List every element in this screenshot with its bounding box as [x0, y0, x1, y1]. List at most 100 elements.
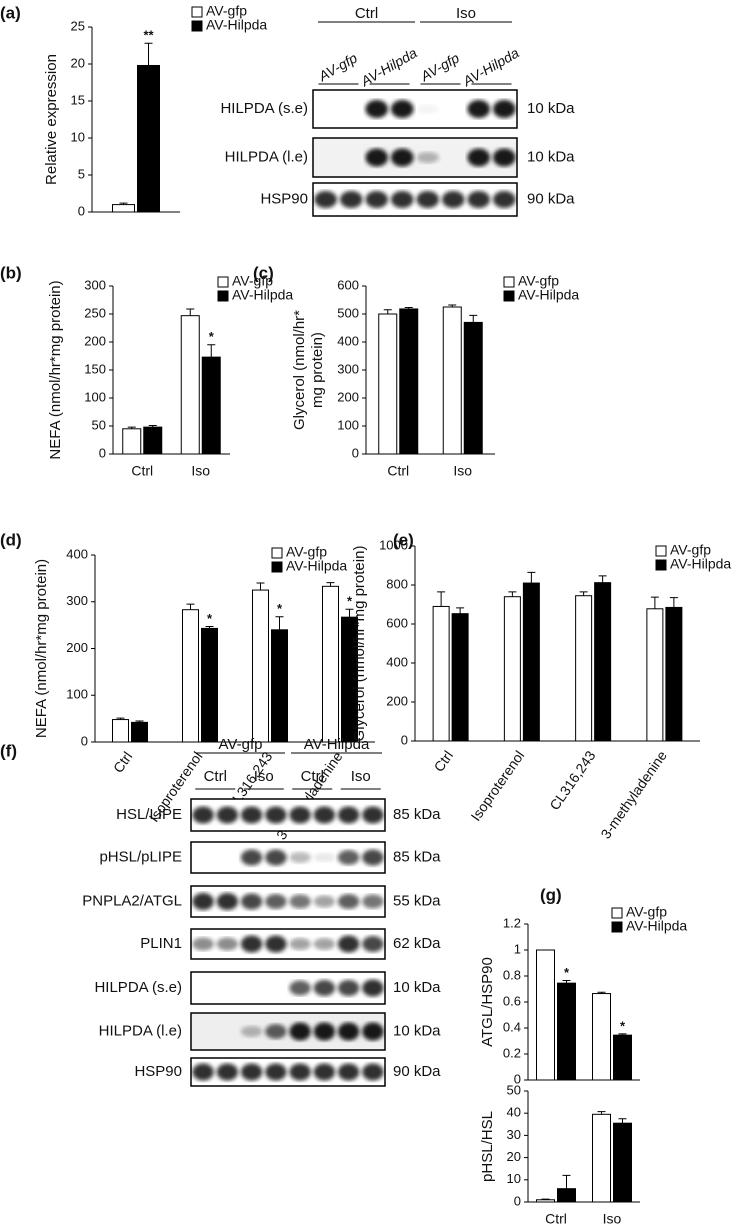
blot-band	[467, 148, 491, 167]
y-tick-label: 5	[78, 166, 85, 181]
row-label: HSP90	[260, 190, 308, 207]
significance: *	[564, 965, 570, 980]
bar	[463, 321, 483, 455]
y-tick-label: 200	[66, 640, 88, 655]
blot-band	[265, 806, 287, 824]
lane-label: AV-gfp	[315, 49, 360, 84]
blot-band	[313, 806, 336, 824]
blot-band	[265, 849, 287, 866]
blot-band	[314, 191, 338, 208]
lane-label: Iso	[351, 768, 371, 785]
legend-swatch	[191, 20, 203, 32]
blot-band	[467, 191, 491, 208]
y-tick-label: 600	[337, 277, 359, 292]
blot-band	[313, 980, 336, 996]
blot-band	[265, 1024, 287, 1039]
row-label: HILPDA (l.e)	[225, 148, 308, 165]
y-tick-label: 400	[66, 546, 88, 561]
legend-swatch	[271, 561, 283, 573]
blot-band	[337, 980, 360, 996]
blot-band	[192, 806, 214, 824]
y-tick-label: 300	[337, 361, 359, 376]
error-bar	[456, 607, 465, 614]
x-tick-label: Isoproterenol	[467, 748, 527, 824]
blot-band	[289, 1063, 311, 1081]
y-tick-label: 100	[66, 687, 88, 702]
blot-band	[216, 937, 239, 951]
panel-label: (a)	[0, 3, 21, 22]
y-tick-label: 50	[92, 417, 106, 432]
y-tick-label: 300	[84, 277, 106, 292]
bar	[201, 356, 221, 455]
error-bar	[186, 308, 195, 316]
legend-swatch	[611, 921, 623, 933]
y-tick-label: 1.2	[503, 915, 521, 930]
bar	[665, 606, 683, 742]
bar	[592, 1113, 611, 1203]
blot-band	[362, 894, 384, 909]
blot-band	[313, 895, 336, 908]
bar	[432, 605, 450, 742]
bar	[503, 596, 521, 742]
blot-band	[416, 104, 440, 114]
y-tick-label: 15	[71, 92, 85, 107]
error-bar	[116, 717, 125, 720]
error-bar	[597, 991, 606, 994]
bar	[536, 949, 555, 1081]
legend-label: AV-gfp	[232, 273, 273, 289]
y-tick-label: 25	[71, 18, 85, 33]
blot-band	[441, 191, 465, 208]
x-tick-label: Ctrl	[131, 463, 153, 479]
x-tick-label: Iso	[453, 463, 472, 479]
significance: *	[207, 611, 213, 626]
blot-band	[289, 1022, 311, 1041]
y-tick-label: 1	[514, 941, 521, 956]
y-tick-label: 0	[78, 203, 85, 218]
y-tick-label: 10	[71, 129, 85, 144]
row-size: 55 kDa	[393, 892, 441, 909]
row-size: 10 kDa	[527, 100, 575, 117]
error-bar	[598, 575, 607, 583]
row-label: HSP90	[134, 1063, 182, 1080]
blot-band	[362, 936, 384, 952]
y-tick-label: 0	[514, 1193, 521, 1208]
error-bar	[437, 591, 446, 607]
blot-band	[337, 894, 360, 909]
x-tick-label: Ctrl	[545, 1211, 567, 1227]
x-tick-label: Iso	[603, 1211, 622, 1227]
blot-band	[240, 1026, 263, 1037]
legend-label: AV-gfp	[518, 273, 559, 289]
y-tick-label: 100	[84, 389, 106, 404]
error-bar	[469, 314, 478, 323]
bar	[557, 1188, 576, 1203]
y-tick-label: 0	[352, 445, 359, 460]
legend-label: AV-Hilpda	[670, 556, 731, 572]
bar	[557, 982, 576, 1081]
legend-label: AV-gfp	[670, 542, 711, 558]
y-tick-label: 40	[507, 1105, 521, 1120]
row-size: 10 kDa	[527, 148, 575, 165]
y-tick-label: 0.8	[503, 967, 521, 982]
y-tick-label: 20	[507, 1149, 521, 1164]
legend-label: AV-gfp	[286, 544, 327, 560]
error-bar	[448, 304, 457, 307]
bar	[322, 585, 339, 743]
bar	[201, 627, 218, 743]
bar	[143, 426, 163, 455]
error-bar	[527, 571, 536, 584]
lane-label: AV-Hilpda	[357, 44, 420, 89]
blot-band	[265, 935, 287, 953]
blot-band	[240, 849, 263, 866]
y-tick-label: 0	[99, 445, 106, 460]
error-bar	[275, 616, 284, 630]
significance: *	[209, 329, 215, 344]
y-axis-label: NEFA (nmol/hr*mg protein)	[47, 280, 64, 459]
bar	[180, 315, 200, 455]
row-label: pHSL/pLIPE	[99, 848, 182, 865]
panel-label: (b)	[0, 263, 22, 282]
blot-band	[240, 893, 263, 910]
error-bar	[562, 1174, 571, 1189]
y-tick-label: 250	[84, 305, 106, 320]
blot-band	[492, 148, 516, 167]
bar	[594, 582, 612, 742]
